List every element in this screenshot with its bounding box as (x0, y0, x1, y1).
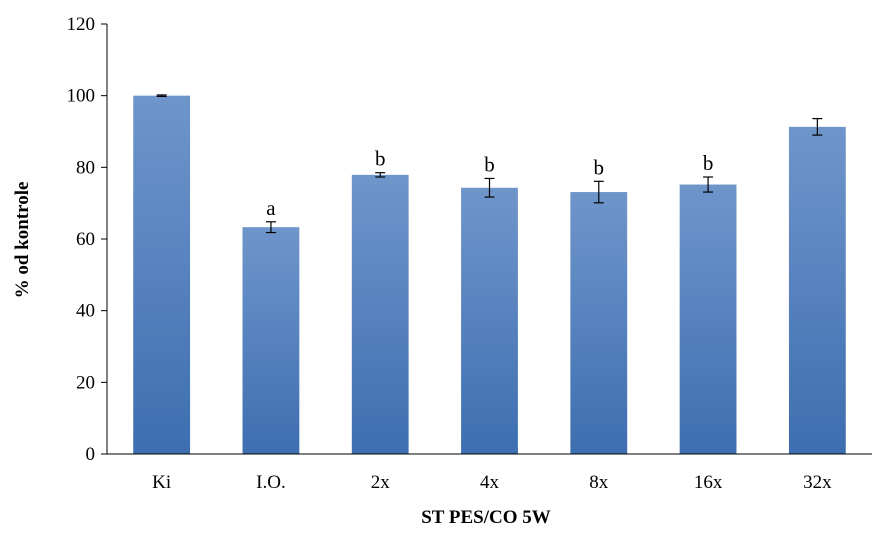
bars-group (133, 95, 846, 455)
significance-label-16x: b (703, 151, 714, 175)
bar-8x (570, 192, 628, 454)
significance-label-4x: b (484, 152, 495, 176)
x-ticks-group: Ki I.O. 2x 4x 8x 16x 32x (152, 472, 832, 493)
x-tick-label: 32x (803, 472, 832, 493)
x-tick-label: 16x (694, 472, 723, 493)
error-bars-group (156, 94, 823, 234)
y-tick-label: 100 (67, 86, 96, 107)
y-tick-label: 60 (76, 229, 95, 250)
y-axis-title: % od kontrole (12, 182, 33, 299)
x-tick-label: I.O. (256, 472, 286, 493)
y-tick-label: 80 (76, 157, 95, 178)
x-tick-label: 4x (480, 472, 500, 493)
y-tick-label: 40 (76, 301, 95, 322)
y-tick-label: 20 (76, 372, 95, 393)
bar-16x (679, 184, 737, 455)
bar-Ki (133, 95, 191, 455)
significance-labels-group: a b b b b (266, 147, 713, 220)
significance-label-8x: b (594, 155, 605, 179)
y-tick-label: 120 (67, 14, 96, 35)
significance-label-2x: b (375, 147, 386, 171)
x-tick-label: 2x (371, 472, 391, 493)
significance-label-I.O.: a (266, 196, 276, 220)
y-ticks-group: 0 20 40 60 80 100 120 (67, 14, 107, 465)
x-tick-label: 8x (589, 472, 609, 493)
y-tick-label: 0 (86, 444, 96, 465)
bar-4x (461, 187, 518, 454)
x-tick-label: Ki (152, 472, 171, 493)
bar-I.O. (242, 227, 300, 454)
bar-32x (788, 126, 846, 454)
x-axis-title: ST PES/CO 5W (421, 507, 551, 528)
bar-2x (351, 174, 409, 454)
